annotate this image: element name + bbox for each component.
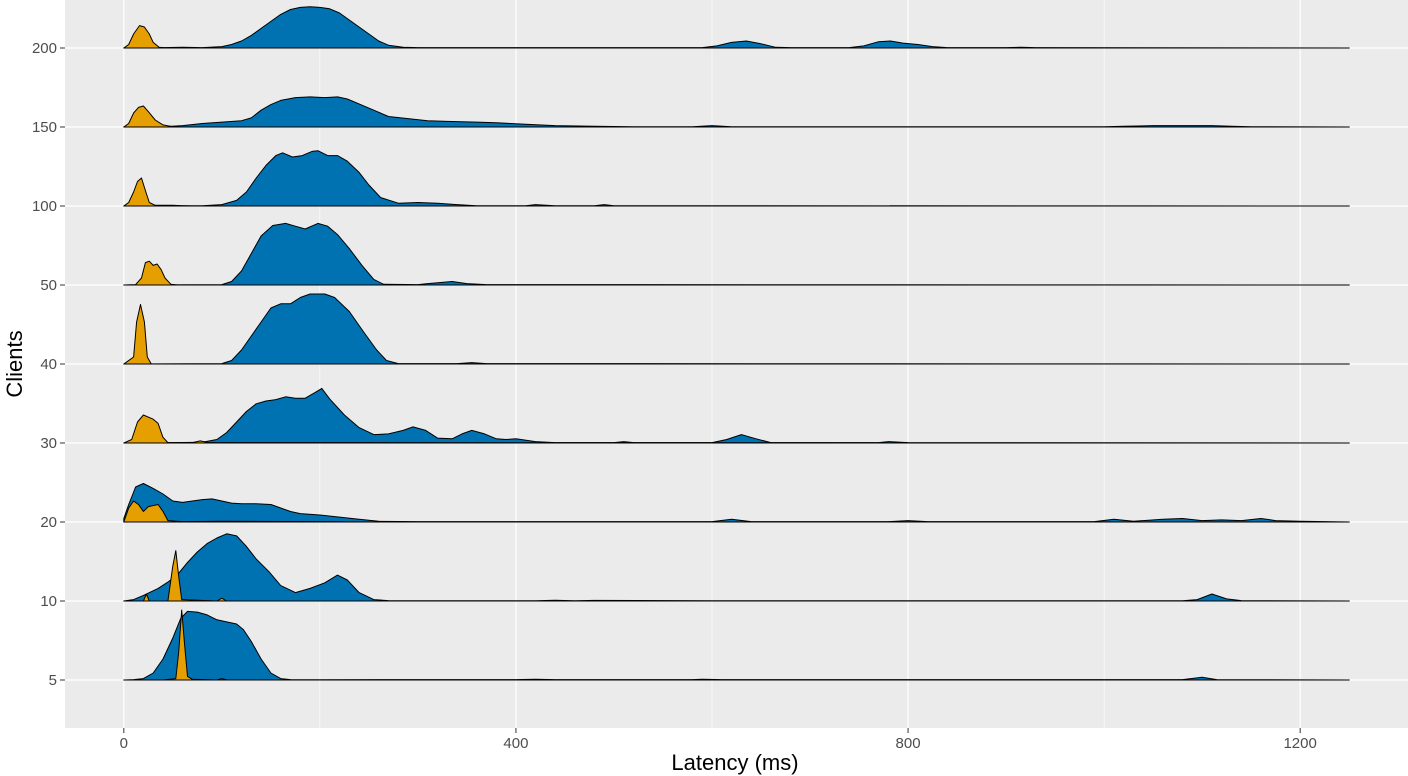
y-tick-label: 20 xyxy=(40,514,57,531)
ridge-blue-density xyxy=(123,6,1350,49)
ridge-blue-density xyxy=(123,387,1350,444)
ridges xyxy=(123,6,1350,681)
ridge-orange-density xyxy=(123,550,1350,602)
y-tick-label: 40 xyxy=(40,356,57,373)
y-tick-label: 5 xyxy=(49,672,57,689)
ridge-20 xyxy=(123,483,1350,523)
ridge-orange-density xyxy=(123,25,1350,49)
ridge-blue-density xyxy=(123,150,1350,207)
ridge-blue-density xyxy=(123,483,1350,523)
y-tick-label: 150 xyxy=(32,119,57,136)
ridge-orange-density xyxy=(123,260,1350,286)
x-tick-label: 800 xyxy=(896,735,921,752)
ridge-orange-density xyxy=(123,500,1350,523)
y-tick-label: 10 xyxy=(40,593,57,610)
ridge-orange-density xyxy=(123,304,1350,365)
axis-ticks: 0 400 800 1200 5 10 20 30 40 50 100 150 200 xyxy=(32,40,1317,752)
x-tick-label: 0 xyxy=(120,735,128,752)
y-tick-label: 100 xyxy=(32,198,57,215)
y-axis-title: Clients xyxy=(2,330,27,397)
y-tick-label: 200 xyxy=(32,40,57,57)
ridge-40 xyxy=(123,293,1350,365)
y-tick-label: 30 xyxy=(40,435,57,452)
x-tick-label: 1200 xyxy=(1283,735,1316,752)
y-tick-label: 50 xyxy=(40,277,57,294)
ridge-orange-density xyxy=(123,177,1350,207)
ridge-blue-density xyxy=(123,96,1350,128)
ridge-50 xyxy=(123,222,1350,286)
x-tick-label: 400 xyxy=(503,735,528,752)
ridge-blue-density xyxy=(123,293,1350,365)
ridge-150 xyxy=(123,96,1350,128)
ridge-100 xyxy=(123,150,1350,207)
x-axis-title: Latency (ms) xyxy=(671,750,798,775)
ridge-orange-density xyxy=(123,609,1350,681)
ridge-blue-density xyxy=(123,222,1350,286)
ridge-orange-density xyxy=(123,105,1350,128)
ridge-5 xyxy=(123,609,1350,681)
ridge-10 xyxy=(123,533,1350,602)
ridge-200 xyxy=(123,6,1350,49)
ridge-30 xyxy=(123,387,1350,444)
ridge-orange-density xyxy=(123,414,1350,444)
